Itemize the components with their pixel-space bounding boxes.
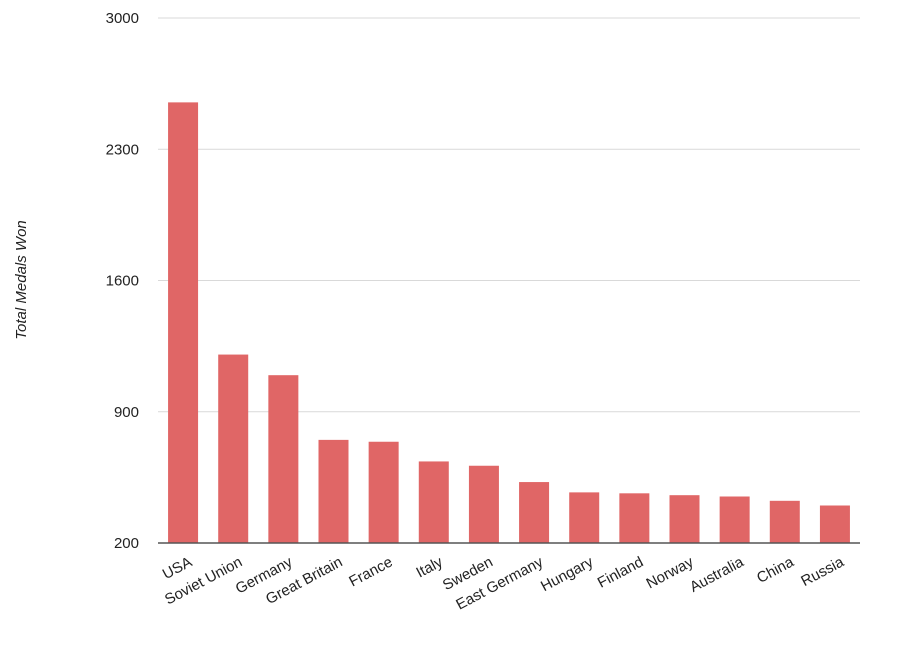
bar-usa bbox=[168, 102, 199, 543]
x-tick-label: Finland bbox=[595, 554, 646, 592]
bar-soviet-union bbox=[218, 354, 249, 543]
bar-norway bbox=[669, 495, 700, 543]
bar-china bbox=[769, 500, 800, 543]
y-tick-label: 200 bbox=[114, 535, 139, 552]
bar-sweden bbox=[468, 465, 499, 543]
bars bbox=[168, 102, 850, 543]
x-tick-label: Norway bbox=[643, 553, 696, 592]
x-tick-label: Australia bbox=[687, 553, 747, 596]
x-tick-label: France bbox=[346, 554, 395, 591]
y-axis-ticks: 200 900 1600 2300 3000 bbox=[106, 10, 139, 552]
x-tick-label: Hungary bbox=[538, 553, 596, 595]
y-tick-label: 2300 bbox=[106, 141, 139, 158]
x-tick-label: China bbox=[754, 553, 797, 587]
bar-australia bbox=[719, 496, 750, 543]
bar-italy bbox=[418, 461, 449, 543]
bar-hungary bbox=[569, 492, 600, 543]
x-tick-label: Russia bbox=[798, 553, 847, 590]
y-tick-label: 1600 bbox=[106, 273, 139, 290]
bar-finland bbox=[619, 493, 650, 543]
bar-russia bbox=[819, 505, 850, 543]
bar-france bbox=[368, 441, 399, 543]
gridlines bbox=[158, 17, 860, 413]
y-tick-label: 3000 bbox=[106, 10, 139, 27]
y-axis-title: Total Medals Won bbox=[13, 220, 30, 340]
bar-germany bbox=[268, 375, 299, 543]
y-tick-label: 900 bbox=[114, 404, 139, 421]
bar-great-britain bbox=[318, 439, 349, 543]
bar-east-germany bbox=[519, 482, 550, 543]
